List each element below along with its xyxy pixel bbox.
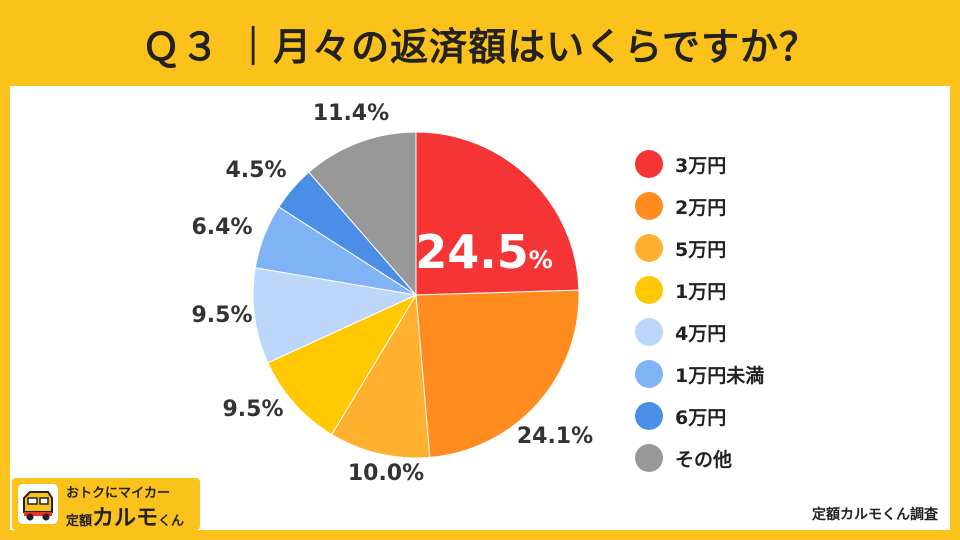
legend-swatch [635,402,663,430]
legend-item-2: 2万円 [635,185,764,227]
legend-label: 1万円 [675,280,727,303]
legend-item-7: 6万円 [635,395,764,437]
pie-slice-4 [267,293,418,436]
logo-brand-name: カルモ [92,506,159,531]
logo-brand: 定額カルモくん [66,500,184,532]
legend-swatch [635,444,663,472]
legend-swatch [635,360,663,388]
pie-slice-1 [415,131,580,296]
legend-swatch [635,318,663,346]
slice-label-7: 4.5% [225,158,286,183]
survey-credit: 定額カルモくん調査 [812,507,938,523]
brand-logo[interactable]: おトクにマイカー 定額カルモくん [12,478,200,532]
logo-prefix: 定額 [66,514,93,529]
legend-item-6: 1万円未満 [635,353,764,395]
slice-label-3: 10.0% [348,461,424,486]
legend-swatch [635,234,663,262]
legend-item-5: 4万円 [635,311,764,353]
legend-swatch [635,150,663,178]
legend-swatch [635,192,663,220]
legend-label: 4万円 [675,322,727,345]
legend-item-8: その他 [635,437,764,479]
legend-label: 5万円 [675,238,727,261]
car-logo-icon [18,484,58,524]
slice-label-6: 6.4% [191,215,252,240]
pie-slice-3 [330,293,431,459]
pie-slice-8 [308,131,417,297]
legend-label: 6万円 [675,406,727,429]
legend-label: 1万円未満 [675,364,765,387]
logo-tagline: おトクにマイカー [66,486,171,501]
legend-label: その他 [675,448,733,471]
legend-label: 2万円 [675,196,727,219]
legend-item-3: 5万円 [635,227,764,269]
legend-item-4: 1万円 [635,269,764,311]
logo-suffix: くん [158,514,185,529]
slice-label-4: 9.5% [222,397,283,422]
legend-item-1: 3万円 [635,143,764,185]
slice-label-8: 11.4% [313,101,389,126]
pie-slice-2 [415,289,580,458]
page-title: Ｑ３ ｜月々の返済額はいくらですか？ [141,24,819,69]
pie-slice-5 [252,267,418,364]
legend-swatch [635,276,663,304]
slice-label-5: 9.5% [191,303,252,328]
chart-legend: 3万円 2万円 5万円 1万円 4万円 1万円未満 6万円その他 [635,143,764,479]
legend-label: 3万円 [675,154,727,177]
slice-label-2: 24.1% [517,424,593,449]
